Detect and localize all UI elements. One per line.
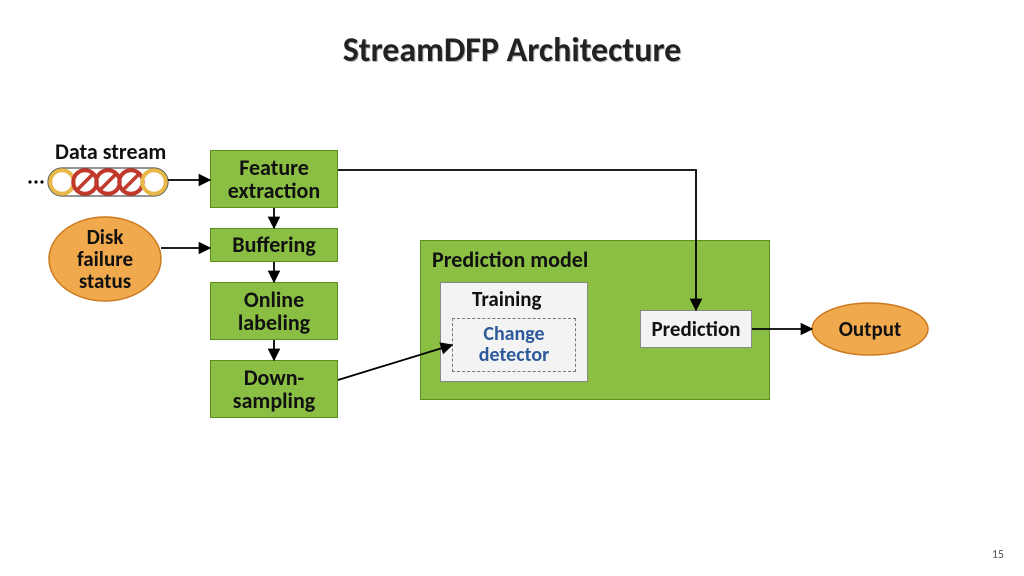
disk-failure-status-label: Diskfailurestatus (49, 217, 161, 301)
buffering-box: Buffering (210, 228, 338, 262)
slide: StreamDFP Architecture 15 Prediction mod… (0, 0, 1024, 576)
down-sampling-box: Down-sampling (210, 360, 338, 418)
feature-extraction-box: Featureextraction (210, 150, 338, 208)
training-label: Training (472, 288, 542, 310)
stream-ring-icon (96, 170, 120, 194)
prediction-model-label: Prediction model (432, 248, 588, 271)
page-title: StreamDFP Architecture (0, 30, 1024, 71)
stream-ring-icon (142, 170, 166, 194)
stream-ring-icon (73, 170, 97, 194)
online-labeling-box: Onlinelabeling (210, 282, 338, 340)
output-label: Output (812, 303, 928, 355)
stream-ring-icon (50, 170, 74, 194)
data-stream-tube (28, 168, 168, 196)
page-number: 15 (992, 548, 1004, 562)
prediction-box: Prediction (640, 310, 752, 348)
data-stream-label: Data stream (55, 140, 166, 163)
forbid-slash-icon (77, 174, 93, 190)
forbid-slash-icon (123, 174, 139, 190)
forbid-slash-icon (100, 174, 116, 190)
stream-ring-icon (119, 170, 143, 194)
change-detector-box: Changedetector (452, 318, 576, 372)
